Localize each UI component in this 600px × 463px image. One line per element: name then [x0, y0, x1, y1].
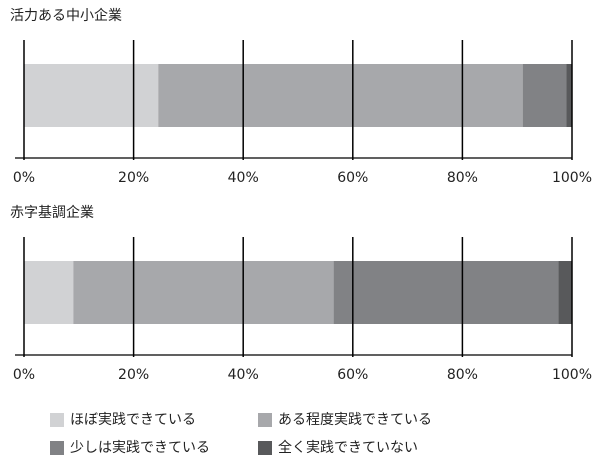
bar-segment [558, 261, 572, 324]
legend-label: ある程度実践できている [278, 412, 432, 428]
legend-swatch [258, 413, 272, 427]
bar-segment [73, 261, 334, 324]
x-tick-label: 80% [447, 367, 478, 383]
chart-title: 活力ある中小企業 [10, 7, 122, 24]
x-tick-label: 80% [447, 170, 478, 186]
x-tick-label: 20% [118, 367, 149, 383]
x-tick-label: 40% [228, 367, 259, 383]
x-tick-label: 60% [337, 367, 368, 383]
x-tick-label: 20% [118, 170, 149, 186]
legend-label: ほぼ実践できている [70, 412, 196, 428]
legend-label: 全く実践できていない [278, 439, 418, 456]
legend-swatch [50, 441, 64, 455]
legend-swatch [50, 413, 64, 427]
legend-label: 少しは実践できている [70, 440, 210, 456]
bar-segment [522, 64, 567, 127]
x-tick-label: 60% [337, 170, 368, 186]
x-tick-label: 40% [228, 170, 259, 186]
chart-title: 赤字基調企業 [10, 204, 94, 221]
x-tick-label: 0% [13, 170, 35, 186]
x-tick-label: 0% [13, 367, 35, 383]
bar-segment [566, 64, 572, 127]
bar-segment [333, 261, 559, 324]
bar-segment [158, 64, 523, 127]
bar-segment [24, 261, 74, 324]
bar-segment [24, 64, 159, 127]
x-tick-label: 100% [552, 170, 592, 186]
x-tick-label: 100% [552, 367, 592, 383]
legend-swatch [258, 441, 272, 455]
